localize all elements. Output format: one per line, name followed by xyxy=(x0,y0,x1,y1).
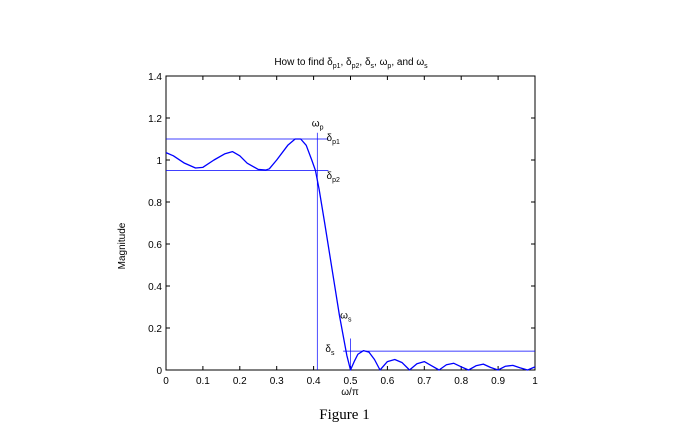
ann-delta-s-base: δ xyxy=(325,344,331,355)
title-part: p xyxy=(387,63,391,70)
ann-delta-p1-base: δ xyxy=(327,133,333,144)
y-tick-label: 1 xyxy=(156,156,162,167)
y-tick-label: 0.2 xyxy=(148,324,162,335)
y-axis-label: Magnitude xyxy=(117,222,128,269)
y-tick-label: 0.8 xyxy=(148,198,162,209)
title-part: s xyxy=(424,63,428,70)
title-part: How to find δ xyxy=(274,57,333,68)
plot-area: 0 0.1 0.2 0.3 0.4 0.5 0.6 0.7 0.8 0.9 1 0 0.2 0.4 0.6 0… xyxy=(148,72,538,387)
x-tick-label: 0.5 xyxy=(344,376,358,387)
ann-omega-s: ωs xyxy=(340,311,352,324)
title-part: p2 xyxy=(352,63,360,70)
ann-omega-s-sub: s xyxy=(348,317,352,324)
x-tick-label: 0.9 xyxy=(491,376,505,387)
y-tick-label: 0.4 xyxy=(148,282,162,293)
ann-delta-p2-base: δ xyxy=(327,171,333,182)
x-tick-label: 0.3 xyxy=(270,376,284,387)
x-tick-label: 0.4 xyxy=(307,376,321,387)
y-tick-label: 1.4 xyxy=(148,72,162,83)
ann-delta-s-sub: s xyxy=(331,350,335,357)
ann-omega-p-sub: p xyxy=(320,124,324,131)
title-part: , ω xyxy=(374,57,388,68)
ann-delta-p2: δp2 xyxy=(327,171,340,184)
ann-delta-p2-sub: p2 xyxy=(332,177,340,184)
x-tick-label: 0.2 xyxy=(233,376,247,387)
ann-delta-p1-sub: p1 xyxy=(332,139,340,146)
x-tick-label: 1 xyxy=(532,376,538,387)
x-tick-label: 0.7 xyxy=(417,376,431,387)
x-tick-label: 0.1 xyxy=(196,376,210,387)
chart-title: How to find δp1, δp2, δs, ωp, and ωs xyxy=(274,57,428,70)
x-tick-label: 0.6 xyxy=(380,376,394,387)
title-part: p1 xyxy=(333,63,341,70)
y-tick-label: 0.6 xyxy=(148,240,162,251)
magnitude-series-line xyxy=(165,138,536,371)
figure-caption: Figure 1 xyxy=(319,407,370,423)
x-tick-label: 0 xyxy=(163,376,169,387)
title-part: , δ xyxy=(359,57,371,68)
y-tick-label: 0 xyxy=(156,366,162,377)
ann-delta-p1: δp1 xyxy=(327,133,340,146)
title-part: , and ω xyxy=(391,57,424,68)
ann-delta-s: δs xyxy=(325,344,335,357)
ann-omega-s-base: ω xyxy=(340,311,348,322)
y-tick-label: 1.2 xyxy=(148,114,162,125)
title-part: s xyxy=(371,63,375,70)
x-axis-label: ω/π xyxy=(341,387,359,398)
ann-omega-p-base: ω xyxy=(312,118,320,129)
axes-box xyxy=(165,75,536,371)
title-part: , δ xyxy=(341,57,353,68)
ann-omega-p: ωp xyxy=(312,118,324,131)
x-tick-label: 0.8 xyxy=(454,376,468,387)
